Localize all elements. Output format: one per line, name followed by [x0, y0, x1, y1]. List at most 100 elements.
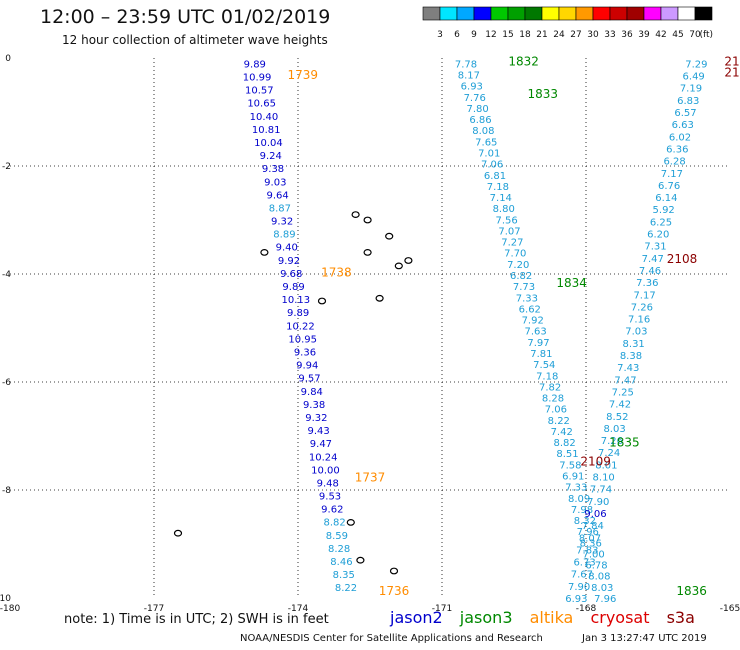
swh-value-label: 7.76	[464, 93, 486, 104]
swh-value-label: 8.52	[606, 412, 628, 423]
swh-value-label: 7.92	[522, 316, 544, 327]
swh-value-label: 9.40	[276, 243, 298, 254]
swh-value-label: 9.62	[321, 505, 343, 516]
swh-value-label: 6.82	[510, 271, 532, 282]
swh-value-label: 6.36	[666, 144, 688, 155]
swh-value-label: 6.28	[663, 157, 685, 168]
swh-value-label: 6.78	[585, 561, 607, 572]
colorbar-tick-label: 27	[570, 30, 581, 40]
colorbar-tick-label: 42	[655, 30, 666, 40]
swh-value-label: 8.28	[328, 544, 350, 555]
swh-value-label: 7.58	[559, 460, 581, 471]
island-outline	[363, 248, 372, 256]
x-tick-label: -168	[576, 604, 597, 614]
swh-value-label: 6.81	[484, 171, 506, 182]
swh-value-label: 7.83	[576, 545, 598, 556]
swh-value-label: 7.74	[590, 485, 612, 496]
swh-value-label: 7.90	[568, 582, 590, 593]
swh-value-label: 7.46	[639, 266, 661, 277]
colorbar-tick-label: 3	[437, 30, 443, 40]
y-tick-label: -6	[2, 378, 11, 388]
swh-value-label: 7.27	[501, 238, 523, 249]
swh-value-label: 7.96	[594, 594, 616, 605]
swh-value-label: 9.89	[287, 308, 309, 319]
swh-value-label: 8.36	[580, 538, 602, 549]
swh-value-label: 8.03	[603, 424, 625, 435]
x-tick-label: -180	[0, 604, 20, 614]
swh-value-label: 7.20	[507, 260, 529, 271]
swh-value-label: 6.49	[683, 72, 705, 83]
footer-timestamp: Jan 3 13:27:47 UTC 2019	[582, 633, 707, 644]
swh-value-label: 9.64	[266, 190, 288, 201]
swh-value-label: 8.46	[330, 557, 352, 568]
y-tick-label: -10	[0, 594, 11, 604]
swh-value-label: 8.22	[335, 583, 357, 594]
swh-value-label: 6.93	[565, 594, 587, 605]
island-outline	[363, 216, 372, 224]
legend-jason2: jason2	[390, 608, 443, 627]
colorbar-tick-label: 12	[485, 30, 496, 40]
swh-value-label: 8.38	[620, 351, 642, 362]
swh-value-label: 7.73	[513, 282, 535, 293]
colorbar-tick-label: 21	[536, 30, 547, 40]
satellite-legend: jason2 jason3 altika cryosat s3a	[390, 608, 707, 627]
swh-value-label: 6.76	[658, 181, 680, 192]
y-tick-label: 0	[5, 54, 11, 64]
swh-value-label: 8.10	[593, 473, 615, 484]
swh-value-label: 8.82	[323, 518, 345, 529]
swh-value-label: 8.51	[556, 449, 578, 460]
swh-value-label: 8.08	[472, 126, 494, 137]
swh-value-label: 10.65	[247, 99, 276, 110]
colorbar-tick-label: 15	[502, 30, 513, 40]
swh-value-label: 6.91	[562, 471, 584, 482]
swh-value-label: 7.17	[633, 290, 655, 301]
colorbar-tick-label: 70	[689, 30, 701, 40]
swh-value-label: 9.24	[260, 151, 282, 162]
footer-credit: NOAA/NESDIS Center for Satellite Applica…	[240, 633, 543, 644]
island-outline	[404, 257, 413, 264]
swh-value-label: 7.47	[614, 375, 636, 386]
pass-time-label: 2106	[724, 55, 740, 69]
pass-time-label: 1738	[321, 265, 352, 279]
swh-value-label: 9.38	[262, 164, 284, 175]
swh-value-label: 8.80	[493, 204, 515, 215]
swh-value-label: 7.19	[680, 84, 702, 95]
swh-value-label: 10.24	[309, 452, 338, 463]
colorbar-swatch	[694, 6, 713, 21]
swh-value-label: 8.07	[579, 533, 601, 544]
colorbar-tick-label: 18	[519, 30, 531, 40]
swh-value-label: 8.35	[333, 570, 355, 581]
swh-value-label: 7.81	[530, 349, 552, 360]
island-outline	[351, 211, 360, 219]
swh-value-label: 6.83	[677, 96, 699, 107]
swh-value-label: 8.28	[542, 394, 564, 405]
swh-value-label: 7.26	[631, 302, 653, 313]
pass-time-label: 1739	[288, 68, 319, 82]
swh-value-label: 10.81	[252, 125, 281, 136]
swh-value-label: 8.32	[574, 516, 596, 527]
swh-value-label: 10.57	[245, 86, 274, 97]
swh-value-label: 9.06	[584, 509, 606, 520]
swh-value-label: 7.31	[644, 242, 666, 253]
page-subtitle: 12 hour collection of altimeter wave hei…	[62, 33, 328, 47]
swh-value-label: 10.22	[286, 321, 315, 332]
pass-time-label: 1832	[508, 55, 539, 69]
swh-value-label: 7.65	[475, 137, 497, 148]
legend-jason3: jason3	[459, 608, 513, 627]
swh-value-label: 7.33	[516, 293, 538, 304]
swh-value-label: 7.06	[545, 405, 567, 416]
swh-value-label: 6.20	[647, 230, 669, 241]
swh-value-label: 6.14	[655, 193, 677, 204]
swh-value-label: 9.32	[271, 217, 293, 228]
swh-value-label: 8.59	[326, 531, 348, 542]
swh-value-label: 9.43	[308, 426, 330, 437]
swh-value-label: 7.33	[565, 483, 587, 494]
pass-time-label: 1736	[379, 584, 410, 598]
island-outline	[346, 519, 355, 526]
colorbar-tick-label: 24	[553, 30, 565, 40]
swh-value-label: 10.95	[288, 334, 317, 345]
swh-value-label: 7.78	[455, 59, 477, 70]
island-outline	[173, 529, 183, 537]
swh-value-label: 9.89	[282, 282, 304, 293]
